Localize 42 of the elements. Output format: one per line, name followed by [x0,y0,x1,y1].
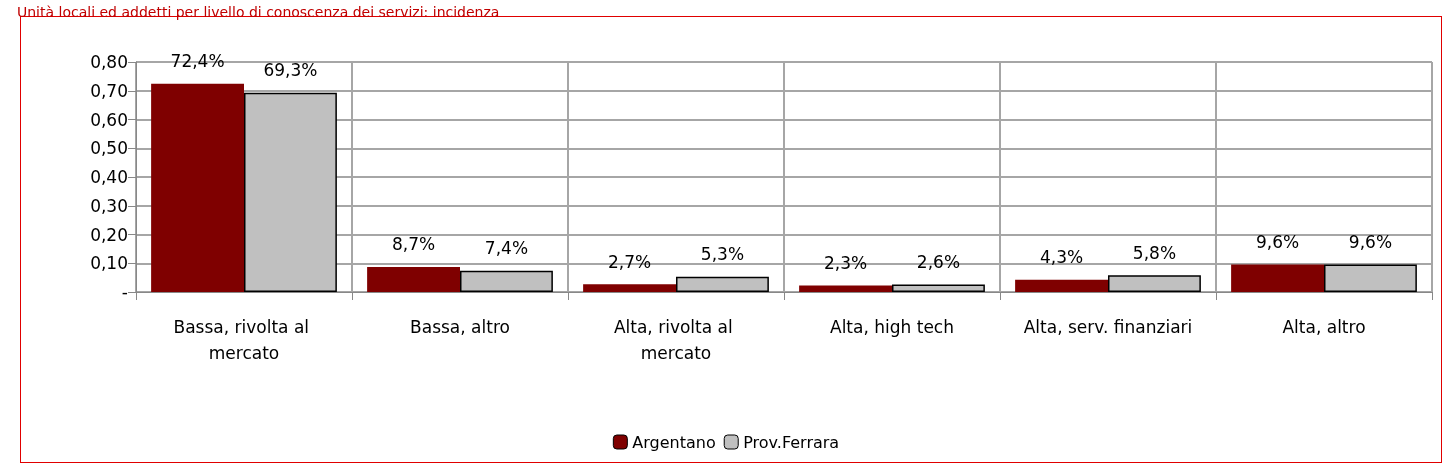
bar [244,92,337,292]
x-tick-label: Alta, high tech [830,317,954,337]
x-tick-label: Bassa, rivolta al mercato [173,317,315,363]
x-tick-label: Alta, rivolta al mercato [613,317,739,363]
data-label: 72,4% [170,51,225,72]
x-tick-label: Bassa, altro [410,317,510,337]
data-label: 4,3% [1039,247,1084,268]
bar [1231,264,1324,292]
data-label: 8,7% [391,234,436,255]
data-label: 7,4% [484,238,529,259]
legend-label: Prov.Ferrara [743,432,840,452]
y-tick-label: 0,70 [90,80,128,101]
y-tick-label: - [121,282,128,302]
data-label: 9,6% [1255,231,1300,252]
bar [892,284,985,292]
data-label: 5,3% [700,244,745,265]
bar [1324,264,1417,292]
y-tick-label: 0,10 [90,253,128,274]
y-tick-label: 0,60 [90,109,128,130]
data-label: 2,3% [823,252,868,273]
x-tick-label: Alta, altro [1282,317,1366,337]
data-label: 2,6% [916,252,961,273]
bar [1015,279,1108,292]
bar [367,266,460,292]
y-tick-label: 0,20 [90,224,128,245]
y-tick-label: 0,30 [90,195,128,216]
bar [1108,275,1201,292]
y-tick-label: 0,40 [90,167,128,187]
x-tick-label: Alta, serv. finanziari [1023,317,1193,337]
bar [676,276,769,292]
y-tick-label: 0,80 [90,52,128,72]
bar [151,83,244,292]
bar [460,270,553,292]
bar [583,284,676,292]
data-label: 5,8% [1132,242,1177,263]
chart-title: Unità locali ed addetti per livello di conoscenza dei servizi: incidenza [17,4,500,20]
data-label: 2,7% [607,251,652,272]
y-tick-label: 0,50 [90,138,128,159]
legend-label: Argentano [632,432,716,452]
data-label: 9,6% [1348,231,1393,252]
bar [799,285,892,292]
data-label: 69,3% [263,60,318,81]
